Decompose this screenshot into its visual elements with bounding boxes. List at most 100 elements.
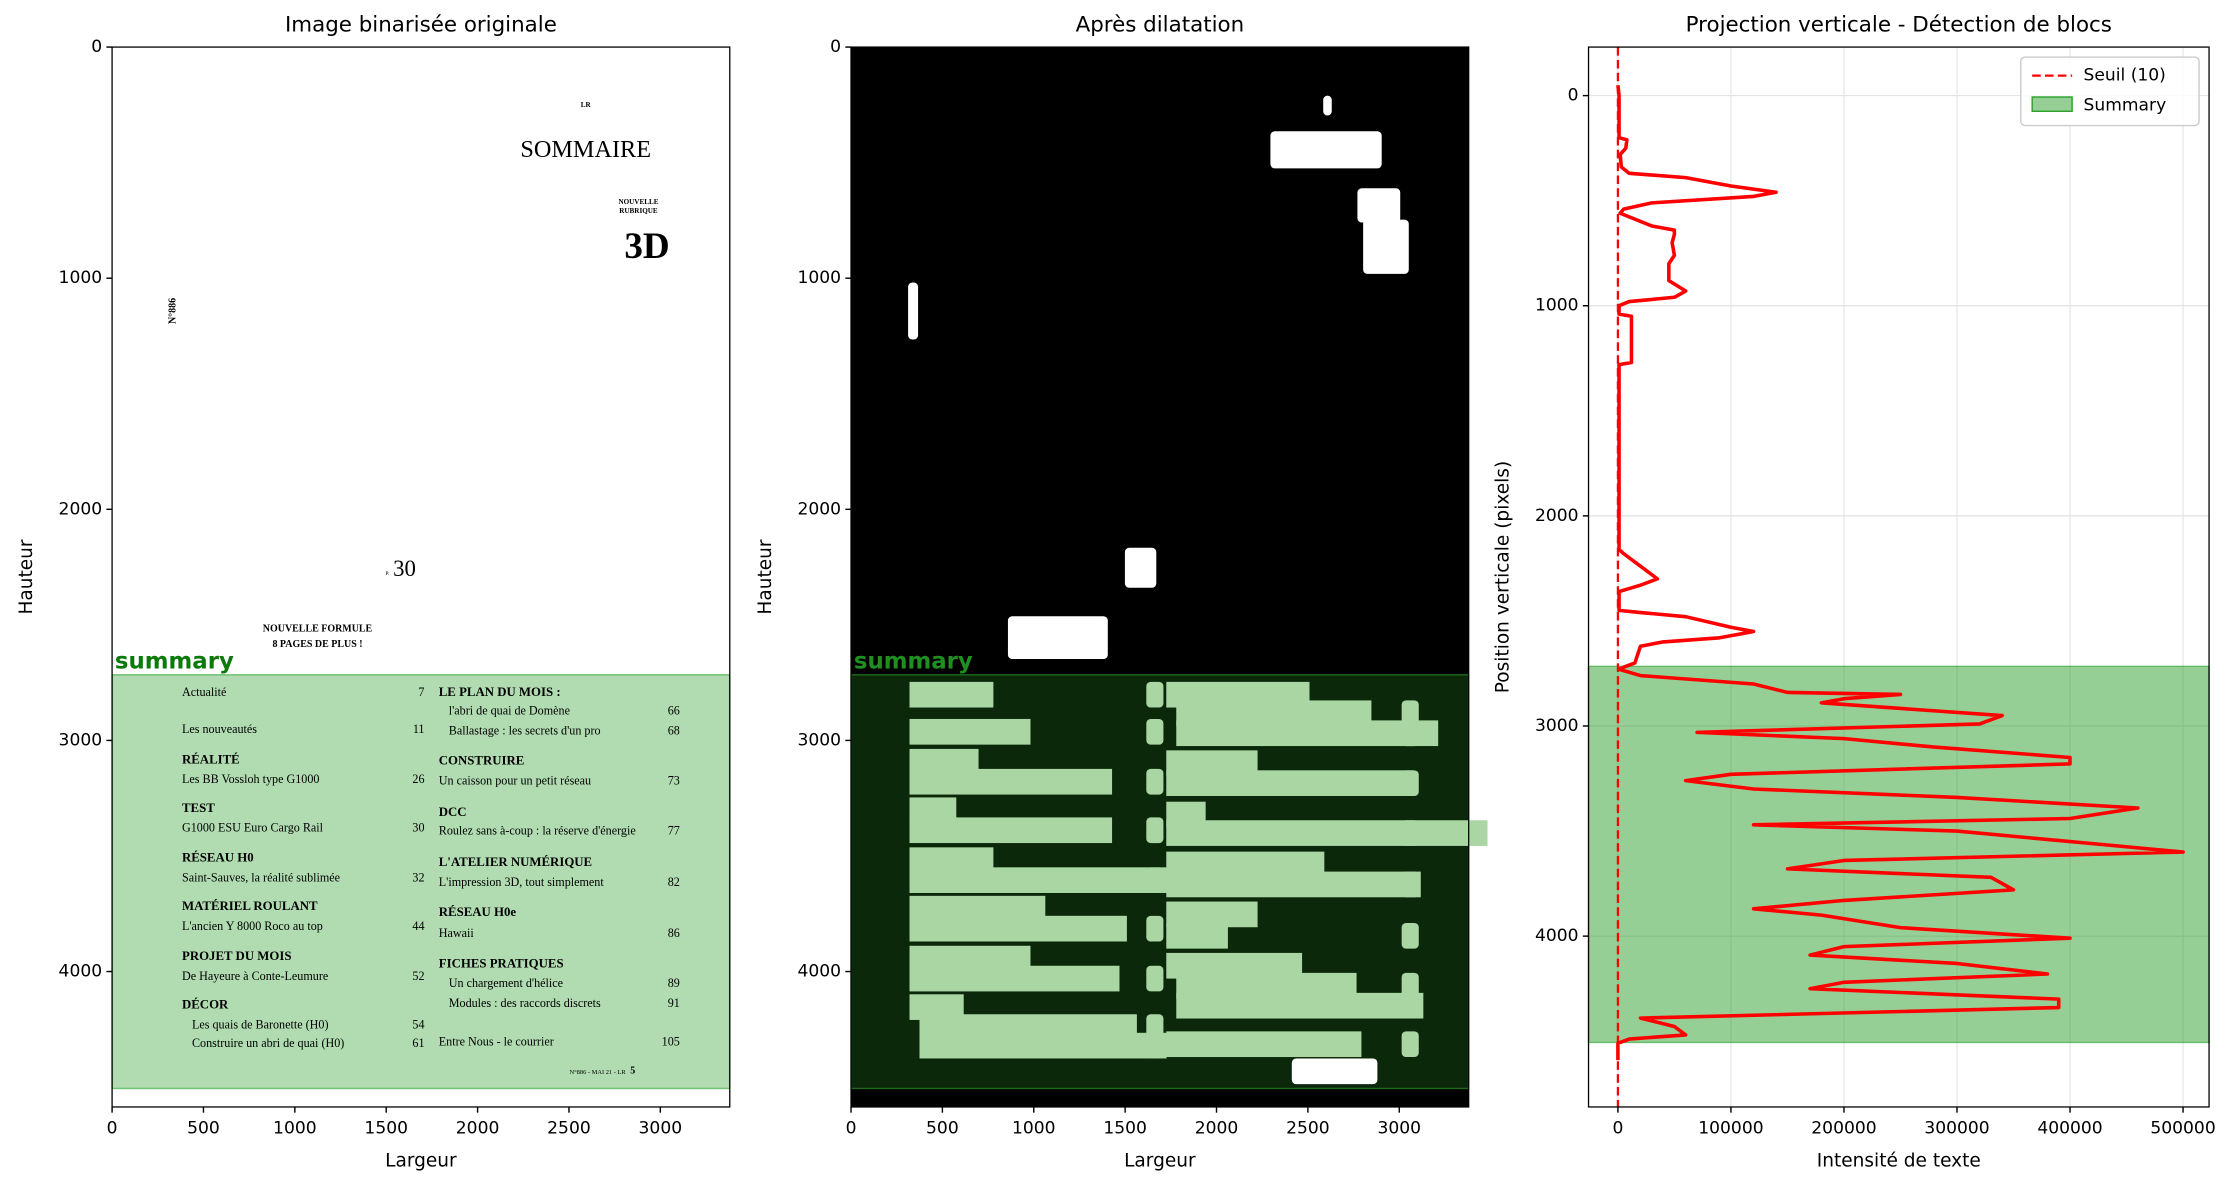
x-tick-label: 1500 — [364, 1118, 408, 1138]
dilated-blob — [1401, 1031, 1419, 1058]
x-tick-label: 2000 — [1195, 1118, 1239, 1138]
toc-entry: Un chargement d'hélice — [449, 976, 563, 990]
y-tick-label: 4000 — [59, 962, 103, 982]
x-axis-label: Largeur — [385, 1151, 457, 1172]
dilated-blob — [1146, 915, 1164, 942]
dilated-blob — [909, 965, 1120, 992]
page-text: LR — [581, 101, 592, 109]
page-text: SOMMAIRE — [520, 136, 651, 163]
dilated-blob — [1176, 992, 1424, 1019]
dilated-blob — [1270, 131, 1382, 169]
y-axis-label: Hauteur — [16, 539, 37, 614]
summary-label: summary — [854, 648, 973, 674]
dilated-blob — [1401, 992, 1419, 1019]
dilated-blob — [1401, 720, 1419, 747]
page-text: NOUVELLE FORMULE — [263, 623, 373, 634]
toc-page: 44 — [412, 919, 424, 933]
dilated-blob — [909, 867, 1172, 893]
toc-heading: DCC — [439, 805, 467, 819]
dilated-blob — [1146, 817, 1164, 844]
x-tick-label: 3000 — [1377, 1118, 1421, 1138]
dilated-blob — [1176, 720, 1439, 747]
dilated-blob — [1146, 681, 1164, 708]
axes-title: Après dilatation — [1076, 13, 1245, 38]
x-tick-label: 100000 — [1698, 1118, 1763, 1138]
y-tick-label: 3000 — [1535, 716, 1579, 736]
toc-page: 68 — [668, 724, 680, 738]
toc-page: 11 — [413, 722, 425, 736]
page-text: 8 PAGES DE PLUS ! — [272, 639, 362, 650]
legend: Seuil (10) Summary — [2020, 56, 2200, 127]
toc-heading: RÉSEAU H0e — [439, 905, 517, 919]
toc-entry: De Hayeure à Conte-Leumure — [182, 969, 328, 983]
y-tick-label: 0 — [91, 37, 102, 57]
y-tick-label: 2000 — [797, 499, 841, 519]
dilated-blob — [1401, 871, 1419, 898]
dilated-blob — [1124, 547, 1157, 588]
toc-entry: G1000 ESU Euro Cargo Rail — [182, 821, 324, 835]
x-tick-label: 3000 — [639, 1118, 683, 1138]
legend-swatch — [2031, 96, 2073, 112]
dilated-blob — [1166, 770, 1414, 796]
x-tick-label: 2500 — [1286, 1118, 1330, 1138]
y-tick-label: 1000 — [59, 268, 103, 288]
dilated-blob — [909, 817, 1113, 844]
x-tick-label: 500 — [926, 1118, 959, 1138]
x-axis-label: Intensité de texte — [1817, 1151, 1981, 1172]
page-text: NOUVELLE — [618, 198, 658, 206]
toc-page: 26 — [412, 772, 424, 786]
x-tick-label: 500 — [187, 1118, 220, 1138]
toc-page: 52 — [412, 969, 424, 983]
toc-page: 82 — [668, 875, 680, 889]
toc-heading: RÉALITÉ — [182, 752, 240, 766]
dilated-blob — [1357, 188, 1401, 223]
dilated-blob — [1363, 219, 1409, 274]
axes-frame — [850, 46, 1470, 1108]
summary-label: summary — [115, 648, 234, 674]
dilated-blob — [1007, 616, 1108, 660]
y-tick-label: 0 — [830, 37, 841, 57]
axes-frame — [111, 46, 731, 1108]
toc-heading: RÉSEAU H0 — [182, 851, 254, 865]
toc-entry: Les BB Vossloh type G1000 — [182, 772, 319, 786]
image-background — [112, 47, 730, 1107]
y-tick-label: 3000 — [797, 730, 841, 750]
page-text: P. — [385, 571, 390, 577]
toc-heading: DÉCOR — [182, 998, 229, 1012]
toc-entry: Modules : des raccords discrets — [449, 996, 601, 1010]
projection-line — [1616, 84, 2185, 1061]
toc-entry: Construire un abri de quai (H0) — [192, 1036, 344, 1050]
axes-frame — [1587, 46, 2210, 1108]
toc-page: 30 — [412, 821, 424, 835]
toc-entry: Un caisson pour un petit réseau — [439, 774, 591, 788]
toc-page: 105 — [662, 1035, 680, 1049]
dilated-blob — [1401, 770, 1419, 796]
toc-heading: PROJET DU MOIS — [182, 949, 292, 963]
toc-page: 73 — [668, 774, 680, 788]
y-tick-label: 4000 — [1535, 926, 1579, 946]
toc-heading: FICHES PRATIQUES — [439, 956, 564, 970]
dilated-blob — [1401, 820, 1419, 846]
x-tick-label: 200000 — [1811, 1118, 1876, 1138]
dilated-blob — [909, 915, 1127, 942]
dilated-blob — [1401, 972, 1419, 999]
y-tick-label: 3000 — [59, 730, 103, 750]
toc-heading: LE PLAN DU MOIS : — [439, 685, 561, 699]
x-tick-label: 300000 — [1924, 1118, 1989, 1138]
page-text: 5 — [630, 1066, 635, 1077]
x-tick-label: 0 — [1612, 1118, 1623, 1138]
dilated-blob — [909, 768, 1113, 795]
dilated-blob — [1146, 1032, 1164, 1059]
toc-entry: Les nouveautés — [182, 722, 257, 736]
toc-entry: Ballastage : les secrets d'un pro — [449, 724, 601, 738]
toc-page: 7 — [418, 685, 424, 699]
toc-entry: Hawaii — [439, 926, 475, 940]
summary-region — [111, 674, 731, 1090]
dilated-blob — [1146, 718, 1164, 745]
x-tick-label: 1500 — [1103, 1118, 1147, 1138]
toc-heading: CONSTRUIRE — [439, 754, 525, 768]
x-axis-label: Largeur — [1124, 1151, 1196, 1172]
dilated-blob — [1291, 1058, 1378, 1085]
page-text: N°886 - MAI 21 - LR — [570, 1069, 627, 1076]
